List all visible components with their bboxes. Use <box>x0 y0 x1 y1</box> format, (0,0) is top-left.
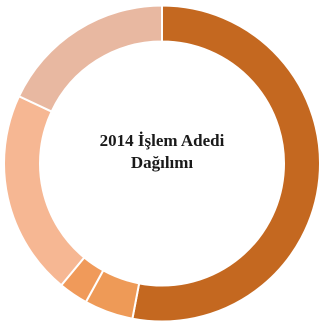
chart-title: 2014 İşlem Adedi Dağılımı <box>62 130 262 174</box>
chart-title-line-2: Dağılımı <box>130 153 194 172</box>
chart-title-line-1: 2014 İşlem Adedi <box>99 131 225 150</box>
donut-slice-1 <box>131 4 322 323</box>
donut-slice-5 <box>17 4 163 113</box>
donut-slice-4 <box>3 94 86 287</box>
